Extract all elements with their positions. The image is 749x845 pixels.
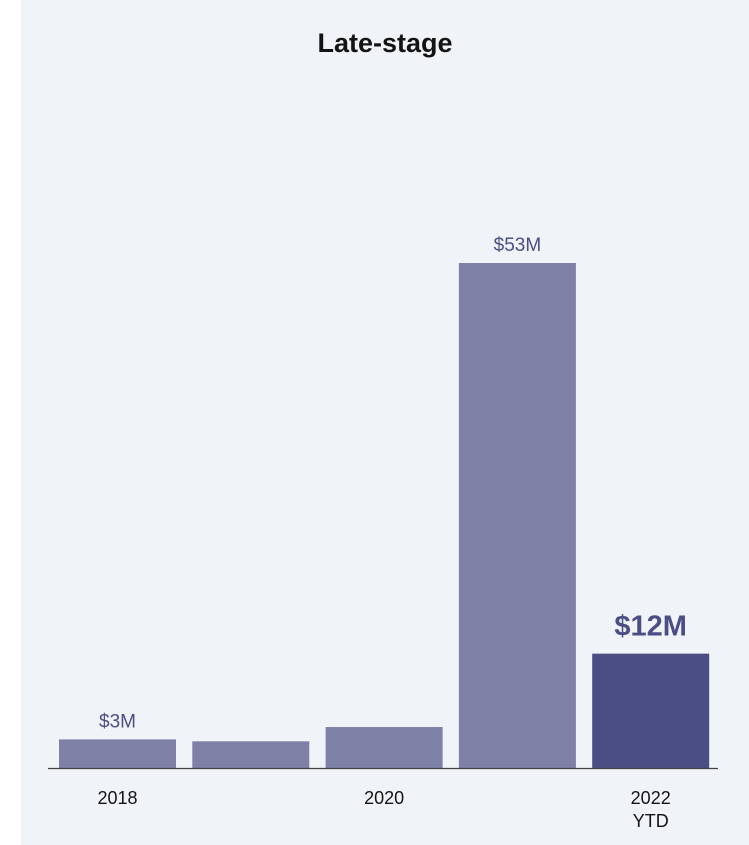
bar-2018	[59, 739, 176, 768]
x-tick-label: YTD	[633, 811, 669, 831]
x-tick-label: 2018	[97, 788, 137, 808]
chart-title: Late-stage	[317, 28, 453, 58]
bar-2019	[192, 741, 310, 768]
bar-2020	[325, 727, 443, 768]
data-label-2021: $53M	[494, 235, 542, 256]
x-tick-label: 2022	[631, 788, 671, 808]
bar-2021	[458, 263, 576, 768]
bar-2022-ytd	[592, 653, 710, 768]
x-tick-label: 2020	[364, 788, 404, 808]
data-label-2022-ytd: $12M	[614, 611, 687, 643]
data-label-2018: $3M	[99, 711, 136, 732]
